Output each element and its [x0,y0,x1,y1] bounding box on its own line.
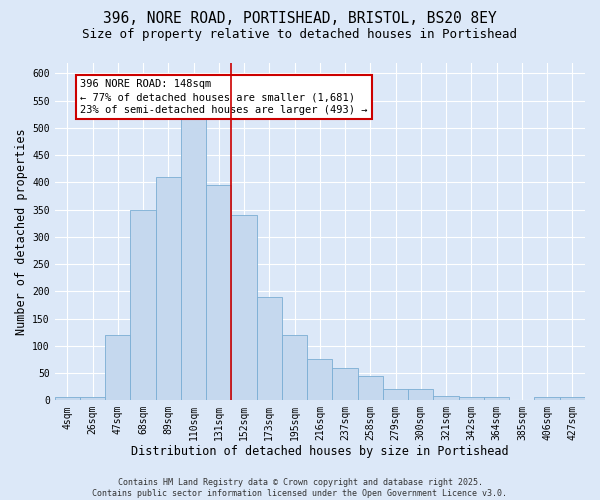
Bar [433,396,459,400]
Bar [181,112,206,400]
Bar [383,390,408,400]
Bar [282,335,307,400]
Text: 396 NORE ROAD: 148sqm
← 77% of detached houses are smaller (1,681)
23% of semi-d: 396 NORE ROAD: 148sqm ← 77% of detached … [80,79,367,115]
Bar [535,398,560,400]
Bar [484,398,509,400]
Bar [459,398,484,400]
Bar [130,210,155,400]
Bar [155,177,181,400]
Bar [105,335,130,400]
Bar [358,376,383,400]
Bar [560,398,585,400]
Bar [408,390,433,400]
Bar [307,360,332,400]
Text: Size of property relative to detached houses in Portishead: Size of property relative to detached ho… [83,28,517,41]
Bar [55,398,80,400]
Bar [332,368,358,400]
Y-axis label: Number of detached properties: Number of detached properties [15,128,28,334]
Bar [232,215,257,400]
Bar [206,185,232,400]
Text: Contains HM Land Registry data © Crown copyright and database right 2025.
Contai: Contains HM Land Registry data © Crown c… [92,478,508,498]
X-axis label: Distribution of detached houses by size in Portishead: Distribution of detached houses by size … [131,444,509,458]
Bar [80,398,105,400]
Text: 396, NORE ROAD, PORTISHEAD, BRISTOL, BS20 8EY: 396, NORE ROAD, PORTISHEAD, BRISTOL, BS2… [103,11,497,26]
Bar [257,296,282,400]
